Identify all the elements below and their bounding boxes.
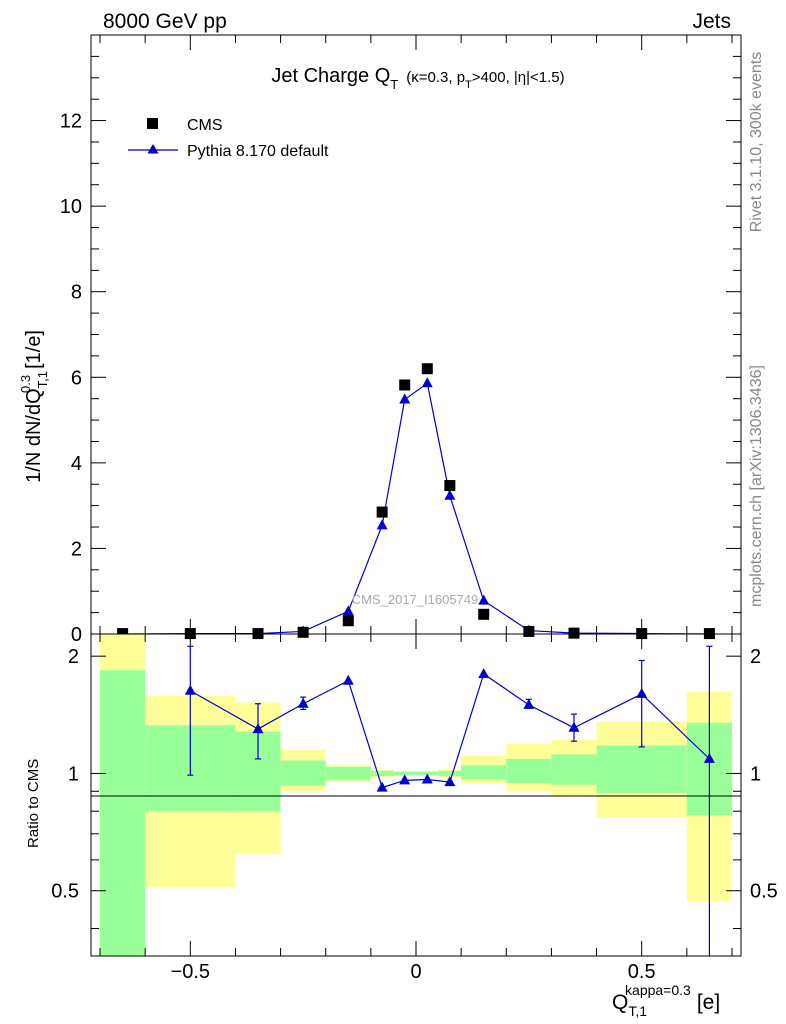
pythia-point [342,605,354,616]
ratio-band-inner [280,760,326,786]
x-tick-label: 0.5 [628,961,656,983]
ratio-y-tick-label-right: 2 [750,646,761,668]
cms-point [421,363,433,375]
ratio-point [184,684,196,695]
ratio-band-inner [461,765,507,780]
ylabel-sub: T,1 [35,371,50,388]
cms-point [376,506,388,518]
legend-label-pythia: Pythia 8.170 default [187,143,329,160]
ratio-y-tick-label-right: 1 [750,763,761,785]
ylabel-sup: 0.3 [18,375,33,393]
x-axis-label: QT,1 kappa=0.3 [e] [612,982,720,1019]
x-tick-label: −0.5 [171,961,210,983]
cms-point [523,625,535,637]
ratio-frame [90,633,742,957]
main-y-axis-label: 1/N dN/dQT,10.3 [1/e] [18,330,50,483]
pythia-line [122,382,710,635]
ratio-point [568,721,580,732]
title-main: Jet Charge Q [271,65,390,87]
xlabel-unit: [e] [697,991,720,1014]
pythia-point [444,489,456,500]
pythia-point [478,594,490,605]
main-y-tick-label: 2 [71,538,82,560]
header-left: 8000 GeV pp [103,10,227,33]
ratio-y-tick-label: 2 [68,646,79,668]
ratio-band-inner [393,771,416,776]
ratio-point [703,752,715,763]
cms-point [399,379,411,391]
xlabel-sup: kappa=0.3 [625,982,691,998]
main-y-tick-label: 8 [71,282,82,304]
ylabel-main: 1/N dN/dQ [23,388,45,482]
pythia-point [376,519,388,530]
ratio-band-inner [100,670,146,956]
mcplots-label: mcplots.cern.ch [arXiv:1306.3436] [748,365,765,607]
ratio-y-axis-label: Ratio to CMS [25,759,42,848]
main-y-tick-label: 0 [71,624,82,646]
ratio-axis-ticks: 0.5 0.5 1 1 2 2 −0.5 0 0.5 [51,634,778,983]
x-tick-label: 0 [410,961,421,983]
main-axis-ticks: 0 2 4 6 8 10 12 [60,34,741,646]
ratio-point [376,781,388,792]
ratio-point [297,697,309,708]
cms-point [444,480,456,492]
ratio-point [399,774,411,785]
legend: CMS Pythia 8.170 default [128,117,329,160]
ratio-point [636,687,648,698]
xlabel-main: Q [612,991,628,1014]
ratio-point [252,723,264,734]
ratio-band-inner [438,770,462,777]
header-right: Jets [692,10,731,33]
main-y-tick-label: 4 [71,453,82,475]
ratio-point [421,773,433,784]
ratio-band-inner [506,758,552,784]
cms-point [478,608,490,620]
ratio-y-tick-label: 0.5 [51,881,79,903]
ratio-uncertainty-bands [100,634,732,956]
ratio-point [478,667,490,678]
ratio-band-inner [551,754,597,785]
chart-title: Jet Charge QT (κ=0.3, pT>400, |η|<1.5) [271,65,564,92]
ratio-band-inner [416,771,439,776]
title-sub: T [390,77,398,92]
rivet-label: Rivet 3.1.10, 300k events [748,52,765,233]
cms-point [568,627,580,639]
main-y-tick-label: 6 [71,367,82,389]
main-y-tick-label: 12 [60,111,82,133]
pythia-point [399,393,411,404]
ratio-y-tick-label: 1 [68,763,79,785]
main-panel: 0 2 4 6 8 10 12 CMS_2017_I1605749 Jet Charge Q… [18,34,742,646]
ratio-band-inner [325,766,371,781]
title-cond-sub: T [465,79,472,91]
main-y-tick-label: 10 [60,196,82,218]
ratio-band-inner [370,770,394,777]
legend-marker-pythia [147,144,159,154]
ratio-point [342,674,354,685]
watermark: CMS_2017_I1605749 [352,592,479,607]
title-cond-pre: (κ=0.3, p [406,69,465,86]
ratio-point [523,698,535,709]
cms-point [297,626,309,638]
ylabel-unit: [1/e] [23,330,45,369]
xlabel-sub: T,1 [628,1003,647,1019]
legend-label-cms: CMS [187,117,223,134]
ratio-band-inner [596,745,687,794]
ratio-data-marks [184,645,715,956]
title-cond-post: >400, |η|<1.5) [472,69,565,86]
ratio-y-tick-label-right: 0.5 [750,881,778,903]
ratio-panel: 0.5 0.5 1 1 2 2 −0.5 0 0.5 Ratio to CMS QT,1 kapp… [25,633,778,1019]
pythia-point [421,377,433,388]
cms-point [342,615,354,627]
ratio-point [444,776,456,787]
legend-marker-cms [147,118,158,129]
